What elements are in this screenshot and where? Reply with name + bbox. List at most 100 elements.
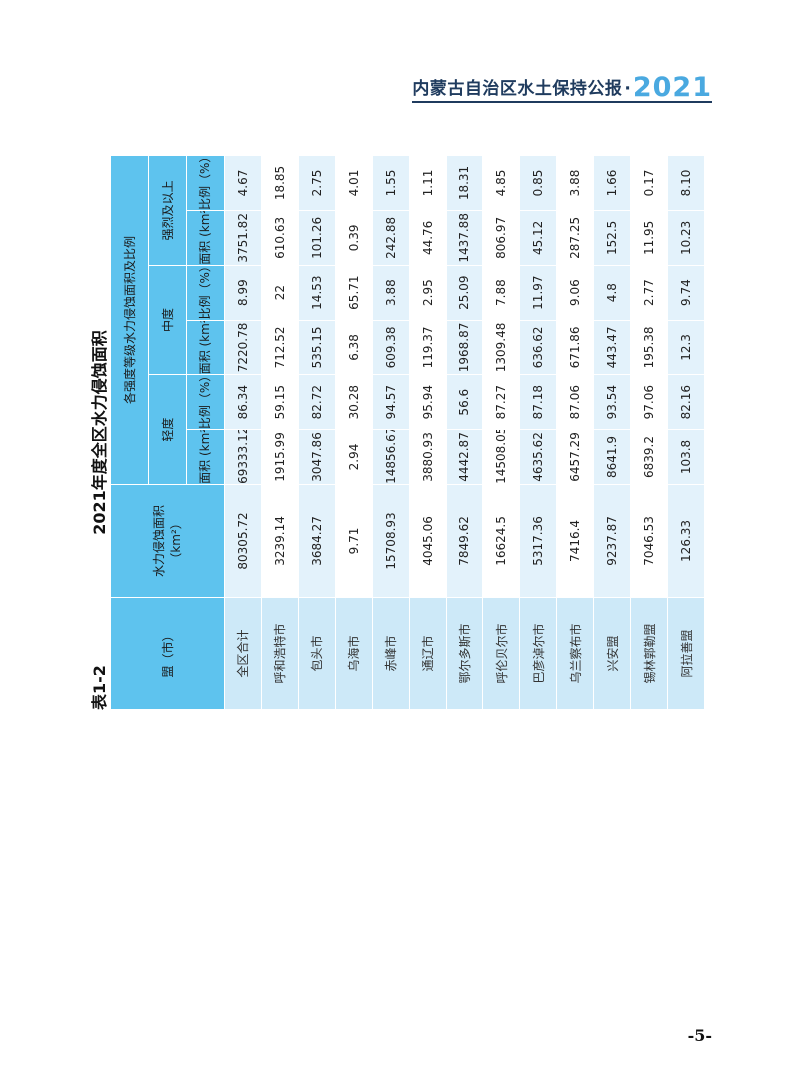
value-cell-sev-area: 287.25 (556, 210, 594, 266)
region-name-cell: 呼伦贝尔市 (482, 597, 520, 710)
table-body: 全区合计 80305.72 69333.12 86.34 7220.78 8.99 3751… (224, 155, 705, 710)
value-cell-sev-ratio: 0.17 (630, 155, 668, 211)
value-cell-light-area: 4442.87 (446, 429, 483, 485)
value-cell-light-area: 1915.99 (261, 429, 299, 485)
value-cell-sev-ratio: 4.01 (335, 155, 373, 211)
value-cell-total: 7849.62 (446, 484, 483, 598)
value-cell-light-area: 3047.86 (298, 429, 336, 485)
region-name-cell: 呼和浩特市 (261, 597, 299, 710)
header-area: 面积 (km²) (186, 320, 225, 375)
value-cell-sev-area: 3751.82 (224, 210, 262, 266)
value-cell-light-area: 3880.93 (409, 429, 447, 485)
header-level-moderate: 中度 (148, 265, 187, 375)
value-cell-total: 9.71 (335, 484, 373, 598)
value-cell-light-ratio: 95.94 (409, 374, 447, 430)
value-cell-sev-ratio: 1.66 (593, 155, 631, 211)
region-name-cell: 鄂尔多斯市 (446, 597, 483, 710)
value-cell-light-ratio: 30.28 (335, 374, 373, 430)
header-level-light: 轻度 (148, 374, 187, 485)
table-row: 呼伦贝尔市 16624.5 14508.05 87.27 1309.48 7.88 806.… (482, 155, 520, 710)
header-ratio: 比例（%） (186, 155, 225, 211)
table-row: 包头市 3684.27 3047.86 82.72 535.15 14.53 101.26 2… (298, 155, 336, 710)
value-cell-sev-ratio: 1.55 (372, 155, 410, 211)
region-name-cell: 锡林郭勒盟 (630, 597, 668, 710)
table-row: 阿拉善盟 126.33 103.8 82.16 12.3 9.74 10.23 8.10 (667, 155, 705, 710)
value-cell-total: 16624.5 (482, 484, 520, 598)
value-cell-light-ratio: 56.6 (446, 374, 483, 430)
value-cell-light-area: 14508.05 (482, 429, 520, 485)
header-ratio: 比例（%） (186, 374, 225, 430)
value-cell-sev-ratio: 1.11 (409, 155, 447, 211)
value-cell-mod-area: 195.38 (630, 320, 668, 375)
value-cell-light-area: 6457.29 (556, 429, 594, 485)
value-cell-light-ratio: 97.06 (630, 374, 668, 430)
value-cell-total: 15708.93 (372, 484, 410, 598)
value-cell-total: 7416.4 (556, 484, 594, 598)
value-cell-sev-area: 10.23 (667, 210, 705, 266)
value-cell-sev-ratio: 4.67 (224, 155, 262, 211)
value-cell-total: 4045.06 (409, 484, 447, 598)
value-cell-light-area: 4635.62 (519, 429, 557, 485)
header-group: 各强度等级水力侵蚀面积及比例 (110, 155, 149, 485)
value-cell-light-ratio: 59.15 (261, 374, 299, 430)
table-row: 乌兰察布市 7416.4 6457.29 87.06 671.86 9.06 287.25 3… (556, 155, 594, 710)
value-cell-mod-ratio: 22 (261, 265, 299, 321)
value-cell-light-area: 103.8 (667, 429, 705, 485)
value-cell-mod-area: 7220.78 (224, 320, 262, 375)
value-cell-sev-area: 152.5 (593, 210, 631, 266)
table-row: 通辽市 4045.06 3880.93 95.94 119.37 2.95 44.76 1.1… (409, 155, 447, 710)
value-cell-mod-area: 1309.48 (482, 320, 520, 375)
value-cell-light-area: 8641.9 (593, 429, 631, 485)
value-cell-sev-ratio: 0.85 (519, 155, 557, 211)
header-level-severe: 强烈及以上 (148, 155, 187, 266)
value-cell-mod-area: 712.52 (261, 320, 299, 375)
value-cell-mod-area: 609.38 (372, 320, 410, 375)
region-name-cell: 兴安盟 (593, 597, 631, 710)
region-name-cell: 巴彦淖尔市 (519, 597, 557, 710)
header-total-unit: （km²） (168, 517, 183, 565)
value-cell-mod-ratio: 7.88 (482, 265, 520, 321)
value-cell-total: 7046.53 (630, 484, 668, 598)
header-dot: · (624, 79, 631, 99)
header-total: 水力侵蚀面积 （km²） (110, 484, 225, 598)
value-cell-mod-ratio: 25.09 (446, 265, 483, 321)
value-cell-mod-area: 535.15 (298, 320, 336, 375)
value-cell-sev-ratio: 18.85 (261, 155, 299, 211)
header-region: 盟（市） (110, 597, 225, 710)
region-name-cell: 通辽市 (409, 597, 447, 710)
value-cell-total: 5317.36 (519, 484, 557, 598)
value-cell-light-ratio: 82.72 (298, 374, 336, 430)
value-cell-sev-area: 806.97 (482, 210, 520, 266)
table-row: 全区合计 80305.72 69333.12 86.34 7220.78 8.99 3751… (224, 155, 262, 710)
value-cell-light-ratio: 86.34 (224, 374, 262, 430)
value-cell-light-ratio: 87.06 (556, 374, 594, 430)
value-cell-sev-ratio: 18.31 (446, 155, 483, 211)
value-cell-mod-ratio: 11.97 (519, 265, 557, 321)
header-ratio: 比例（%） (186, 265, 225, 321)
value-cell-light-area: 69333.12 (224, 429, 262, 485)
value-cell-mod-ratio: 9.06 (556, 265, 594, 321)
table-row: 呼和浩特市 3239.14 1915.99 59.15 712.52 22 610.63 18… (261, 155, 299, 710)
value-cell-light-ratio: 94.57 (372, 374, 410, 430)
value-cell-mod-ratio: 14.53 (298, 265, 336, 321)
value-cell-mod-ratio: 2.95 (409, 265, 447, 321)
value-cell-sev-ratio: 4.85 (482, 155, 520, 211)
value-cell-total: 9237.87 (593, 484, 631, 598)
value-cell-sev-area: 0.39 (335, 210, 373, 266)
region-name-cell: 乌海市 (335, 597, 373, 710)
value-cell-sev-area: 610.63 (261, 210, 299, 266)
value-cell-light-area: 2.94 (335, 429, 373, 485)
value-cell-light-ratio: 87.27 (482, 374, 520, 430)
value-cell-sev-area: 44.76 (409, 210, 447, 266)
page-header: 内蒙古自治区水土保持公报 · 2021 (412, 72, 712, 102)
value-cell-sev-ratio: 8.10 (667, 155, 705, 211)
value-cell-light-ratio: 82.16 (667, 374, 705, 430)
rotated-table-section: 表1-2 2021年度全区水力侵蚀面积 盟（市） 水力侵蚀面积 （km²） 各强… (80, 155, 705, 710)
region-name-cell: 乌兰察布市 (556, 597, 594, 710)
header-total-label: 水力侵蚀面积 (151, 504, 166, 577)
value-cell-mod-area: 671.86 (556, 320, 594, 375)
value-cell-mod-area: 443.47 (593, 320, 631, 375)
table-row: 鄂尔多斯市 7849.62 4442.87 56.6 1968.87 25.09 1437.… (446, 155, 483, 710)
table-row: 兴安盟 9237.87 8641.9 93.54 443.47 4.8 152.5 1.66 (593, 155, 631, 710)
value-cell-mod-ratio: 8.99 (224, 265, 262, 321)
